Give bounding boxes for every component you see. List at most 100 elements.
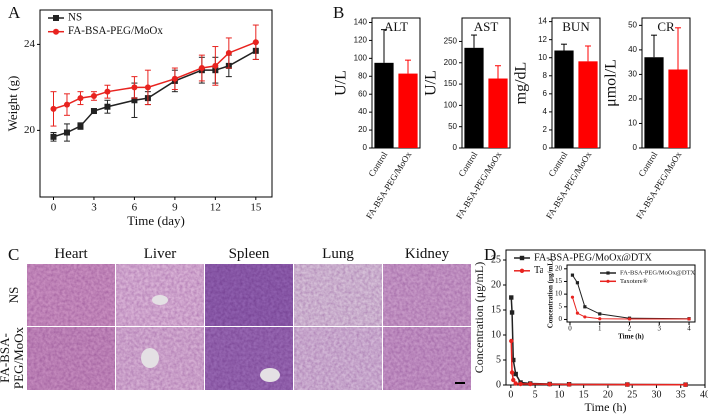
y-tick-label: 30 [628, 70, 637, 79]
y-tick-label: 250 [444, 37, 458, 46]
panel-label: C [8, 245, 19, 264]
marker [225, 49, 232, 56]
marker [509, 370, 515, 375]
x-tick-label: 15 [579, 389, 589, 400]
y-tick-label: 6 [543, 89, 548, 98]
marker [50, 105, 57, 112]
marker [583, 315, 587, 319]
marker [63, 101, 70, 108]
marker [252, 39, 259, 46]
y-axis-label: mg/dL [513, 62, 530, 105]
y-tick-label: 4 [543, 107, 548, 116]
marker [511, 357, 516, 363]
vessel [260, 368, 280, 382]
marker [212, 62, 219, 69]
marker [131, 84, 138, 91]
y-tick-label: 0 [559, 315, 563, 323]
bar [668, 69, 688, 148]
marker [598, 317, 602, 321]
y-tick-label: 20 [628, 94, 637, 103]
y-tick-label: 15 [491, 304, 501, 315]
y-tick-label: 40 [358, 107, 367, 116]
marker [198, 65, 205, 72]
plot-frame [461, 17, 511, 149]
x-tick-label: 0 [508, 389, 513, 400]
y-tick-label: 100 [444, 100, 458, 109]
y-tick-label: 0 [453, 143, 458, 152]
x-tick-label: 12 [210, 202, 221, 214]
marker [50, 133, 57, 140]
y-tick-label: 15 [555, 277, 563, 285]
x-tick-label: 10 [554, 389, 564, 400]
marker [606, 271, 610, 275]
y-tick-label: 20 [358, 125, 367, 134]
bar [398, 73, 418, 148]
tissue-image [27, 264, 115, 326]
marker [566, 382, 572, 387]
chart-title: CR [657, 19, 675, 34]
plot-frame [39, 9, 273, 198]
marker [519, 255, 525, 261]
x-tick-label: 1 [598, 325, 602, 333]
y-tick-label: 0 [633, 143, 638, 152]
x-tick-label: FA-BSA-PEG/MoOx [364, 149, 414, 220]
x-tick-label: 2 [628, 325, 632, 333]
marker [528, 381, 533, 387]
series-line [571, 297, 690, 320]
chart-title: ALT [384, 19, 408, 34]
marker [518, 381, 523, 387]
marker [547, 382, 552, 387]
x-axis-label: Time (h) [585, 400, 627, 414]
bar [644, 57, 664, 148]
row-label: NS [6, 286, 21, 304]
marker [683, 382, 688, 387]
tissue-image [383, 264, 471, 326]
y-tick-label: 24 [24, 38, 36, 50]
y-axis-label: U/L [333, 70, 350, 96]
y-tick-label: 8 [543, 71, 548, 80]
y-axis-label: U/L [423, 70, 440, 96]
y-axis-label: Weight (g) [5, 76, 20, 132]
y-tick-label: 50 [448, 122, 457, 131]
plot-frame [371, 17, 421, 149]
bar [488, 78, 508, 148]
tissue-image [294, 327, 382, 390]
column-label: Spleen [228, 246, 270, 262]
y-tick-label: 10 [491, 329, 501, 340]
marker [104, 103, 111, 110]
y-tick-label: 20 [24, 124, 36, 136]
tissue-image [27, 327, 115, 390]
inset-background [543, 261, 701, 344]
y-tick-label: 25 [491, 254, 501, 265]
panel-label: B [333, 3, 344, 22]
y-tick-label: 120 [354, 36, 368, 45]
marker [77, 123, 84, 130]
marker [519, 268, 525, 273]
marker [509, 295, 514, 300]
y-tick-label: 40 [628, 45, 637, 54]
marker [513, 371, 518, 377]
row-label: FA-BSA-PEG/MoOx [0, 326, 26, 390]
marker [625, 382, 630, 387]
marker [171, 75, 178, 82]
bar [374, 62, 394, 148]
y-axis-label: Concentration (μg/mL) [472, 262, 486, 373]
y-tick-label: 2 [543, 125, 548, 134]
y-tick-label: 20 [555, 264, 563, 272]
y-tick-label: 20 [491, 279, 501, 290]
histology-images [27, 264, 471, 390]
plot-frame [551, 17, 601, 149]
x-tick-label: 25 [627, 389, 637, 400]
y-tick-label: 0 [496, 379, 501, 390]
plot-frame [641, 17, 691, 149]
y-tick-label: 200 [444, 58, 458, 67]
x-tick-label: 0 [568, 325, 572, 333]
x-tick-label: 3 [658, 325, 662, 333]
y-tick-label: 12 [538, 35, 547, 44]
series-line [510, 340, 686, 386]
y-axis-label: μmol/L [603, 59, 620, 107]
y-tick-label: 0 [543, 143, 548, 152]
x-tick-label: 5 [533, 389, 538, 400]
